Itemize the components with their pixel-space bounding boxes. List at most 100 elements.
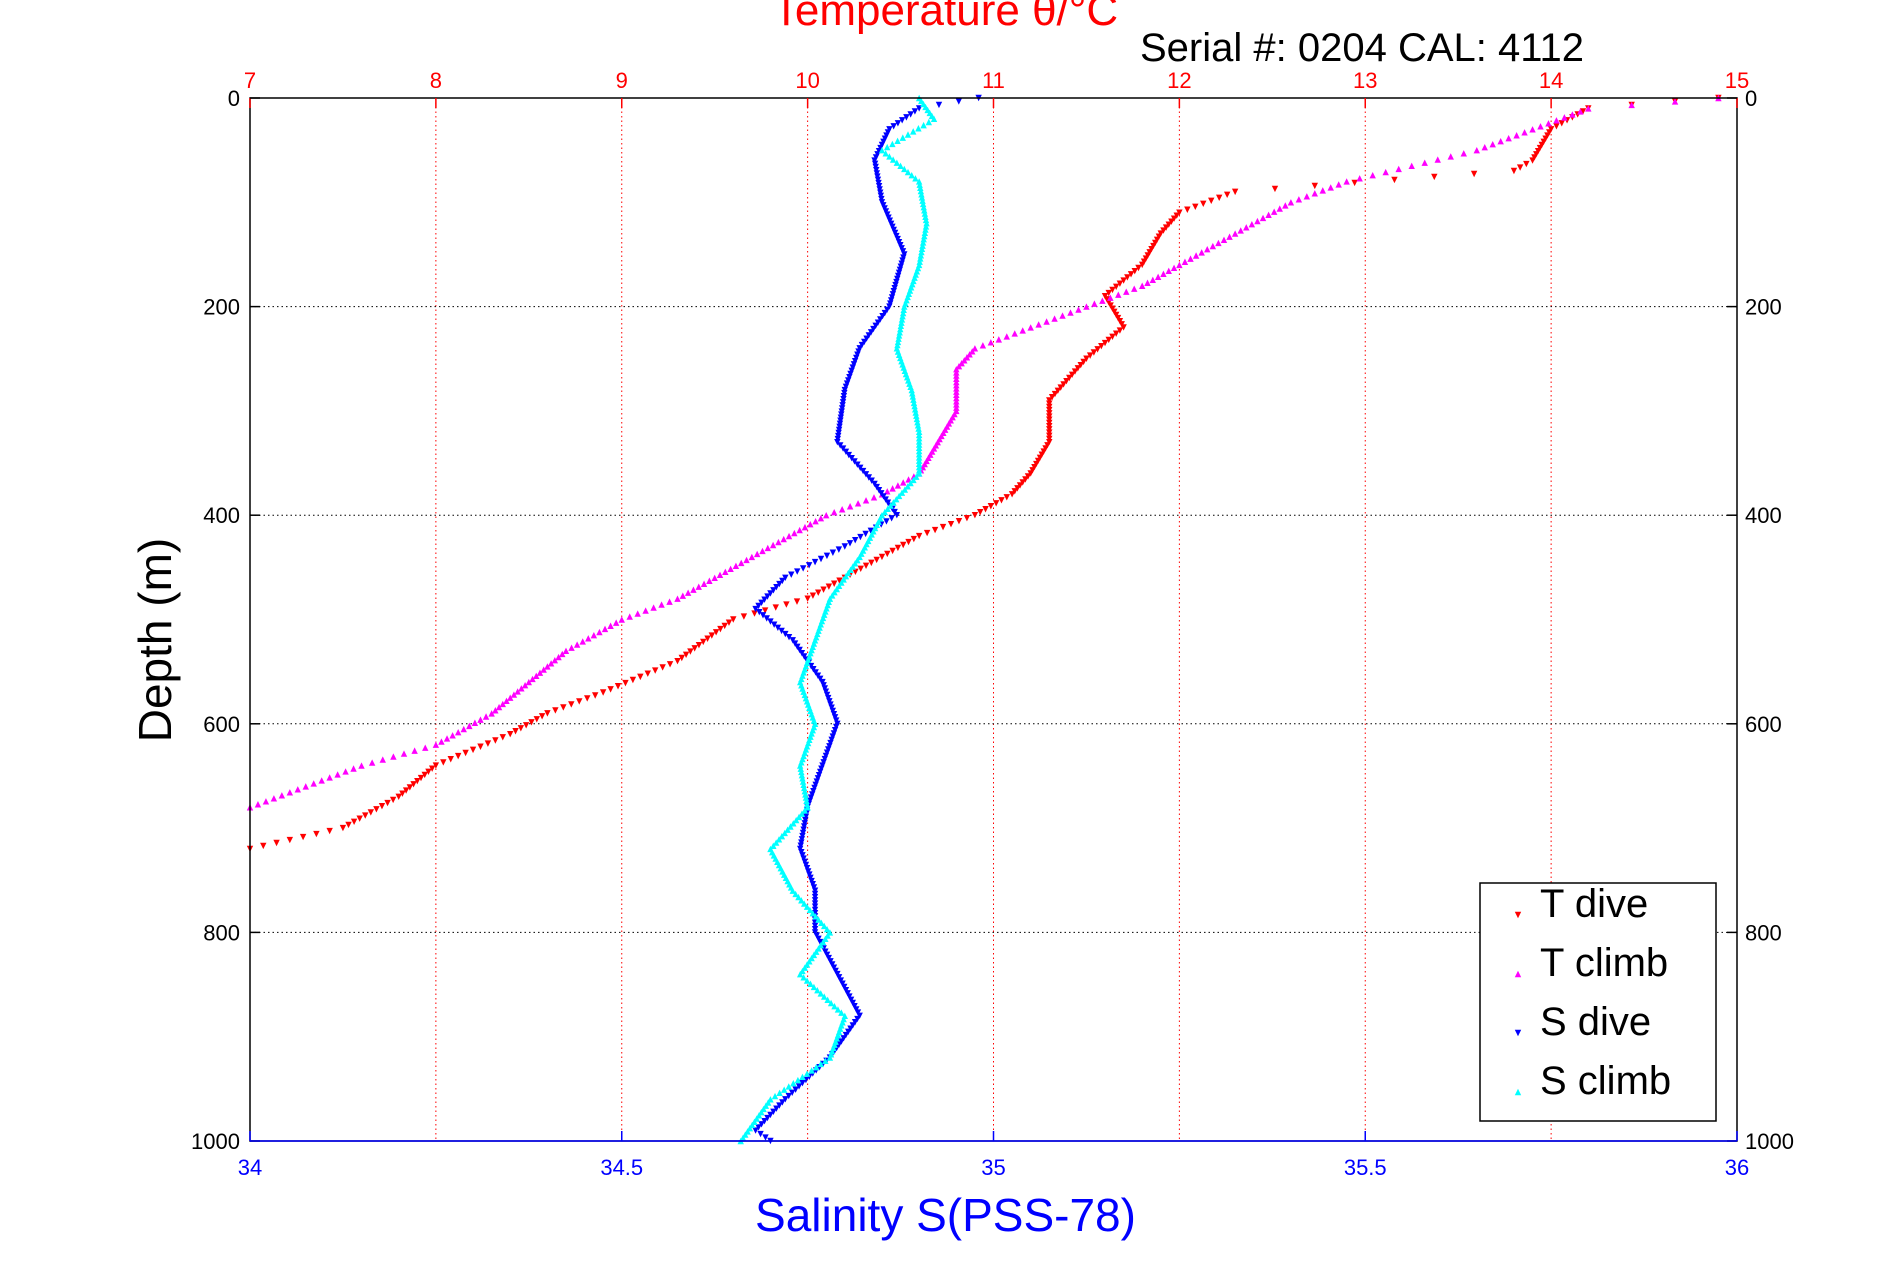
data-point-t-climb bbox=[529, 675, 536, 683]
data-point-s-dive bbox=[829, 549, 837, 556]
data-point-t-dive bbox=[1124, 274, 1131, 281]
data-point-s-dive bbox=[817, 938, 824, 946]
data-point-s-climb bbox=[915, 425, 922, 432]
data-point-s-dive bbox=[762, 1134, 769, 1141]
data-point-t-dive bbox=[350, 818, 358, 826]
data-point-s-dive bbox=[811, 893, 819, 901]
data-point-t-climb bbox=[969, 348, 976, 355]
data-point-t-dive bbox=[1216, 194, 1223, 202]
data-point-s-dive bbox=[827, 958, 834, 965]
data-point-s-dive bbox=[862, 530, 869, 538]
data-point-t-climb bbox=[1160, 270, 1167, 278]
data-point-t-climb bbox=[492, 707, 499, 714]
data-point-t-climb bbox=[544, 663, 551, 670]
data-point-t-climb bbox=[471, 719, 479, 726]
data-point-t-climb bbox=[971, 345, 979, 352]
data-point-s-dive bbox=[851, 458, 858, 465]
data-point-s-dive bbox=[907, 111, 914, 118]
data-point-t-climb bbox=[612, 619, 620, 626]
legend-label-s-climb: S climb bbox=[1540, 1059, 1672, 1103]
bottom-tick-label: 34 bbox=[238, 1155, 262, 1180]
data-point-s-dive bbox=[785, 1092, 792, 1100]
data-point-s-climb bbox=[799, 775, 806, 782]
data-point-t-climb bbox=[953, 404, 960, 411]
data-point-t-dive bbox=[878, 553, 886, 561]
data-point-s-dive bbox=[881, 309, 889, 317]
data-point-t-climb bbox=[521, 682, 529, 689]
data-point-t-dive bbox=[1046, 403, 1053, 411]
data-point-s-dive bbox=[823, 552, 831, 560]
data-point-t-dive bbox=[1054, 387, 1062, 395]
data-point-t-dive bbox=[1046, 413, 1053, 420]
data-point-t-climb bbox=[449, 732, 456, 739]
data-point-s-dive bbox=[802, 861, 810, 869]
data-point-s-dive bbox=[845, 377, 852, 384]
data-point-s-dive bbox=[799, 1080, 806, 1087]
data-point-s-climb bbox=[895, 332, 903, 339]
data-point-t-dive bbox=[955, 517, 963, 525]
data-point-s-climb bbox=[775, 836, 783, 843]
data-point-t-climb bbox=[1505, 135, 1512, 142]
data-point-s-climb bbox=[897, 162, 904, 169]
data-point-t-climb bbox=[684, 589, 692, 596]
data-point-s-dive bbox=[811, 890, 819, 898]
data-point-s-climb bbox=[915, 470, 923, 477]
data-point-s-dive bbox=[855, 348, 862, 355]
y-tick-label-right: 400 bbox=[1745, 503, 1782, 528]
data-point-t-dive bbox=[326, 827, 333, 835]
data-point-s-climb bbox=[893, 495, 900, 503]
data-point-s-climb bbox=[911, 406, 919, 413]
data-point-s-dive bbox=[788, 571, 795, 578]
data-point-s-climb bbox=[913, 412, 920, 419]
data-point-s-dive bbox=[874, 173, 881, 180]
top-tick-label: 9 bbox=[616, 68, 628, 93]
data-point-t-climb bbox=[1434, 156, 1441, 163]
data-point-t-dive bbox=[910, 535, 918, 543]
data-point-t-climb bbox=[1083, 303, 1090, 310]
data-point-t-climb bbox=[854, 500, 862, 507]
data-point-t-dive bbox=[1192, 203, 1199, 210]
data-point-s-dive bbox=[854, 1009, 862, 1016]
data-point-s-dive bbox=[819, 678, 826, 686]
data-point-s-dive bbox=[808, 877, 815, 885]
data-point-s-climb bbox=[918, 245, 926, 253]
data-point-s-climb bbox=[810, 983, 818, 991]
data-point-s-climb bbox=[784, 826, 791, 833]
data-point-t-dive bbox=[402, 787, 410, 794]
data-point-s-climb bbox=[790, 820, 797, 827]
top-tick-label: 13 bbox=[1353, 68, 1377, 93]
data-point-s-climb bbox=[894, 338, 902, 346]
data-point-t-dive bbox=[345, 821, 352, 829]
data-point-t-dive bbox=[1116, 280, 1124, 287]
data-point-s-climb bbox=[787, 823, 794, 830]
data-point-s-dive bbox=[857, 533, 864, 541]
data-point-s-dive bbox=[822, 948, 829, 955]
data-point-s-dive bbox=[841, 543, 848, 550]
legend-marker-t-climb bbox=[1514, 970, 1522, 978]
data-point-t-climb bbox=[540, 666, 547, 673]
data-point-s-climb bbox=[798, 771, 806, 779]
data-point-t-climb bbox=[1356, 175, 1363, 182]
data-point-s-climb bbox=[920, 236, 927, 243]
data-point-t-climb bbox=[488, 710, 495, 717]
data-point-t-dive bbox=[1184, 206, 1191, 213]
data-point-s-dive bbox=[857, 464, 864, 472]
data-point-s-climb bbox=[909, 393, 917, 400]
data-point-s-dive bbox=[898, 117, 906, 124]
data-point-s-climb bbox=[916, 181, 923, 188]
data-point-t-dive bbox=[1063, 378, 1070, 385]
data-point-t-climb bbox=[1123, 288, 1130, 295]
data-point-t-climb bbox=[1265, 211, 1272, 219]
data-point-s-dive bbox=[833, 723, 840, 731]
data-point-t-climb bbox=[1131, 285, 1138, 292]
data-point-s-dive bbox=[817, 675, 824, 683]
data-point-t-dive bbox=[1105, 336, 1112, 344]
data-point-t-dive bbox=[260, 842, 267, 850]
data-point-t-dive bbox=[687, 648, 694, 655]
data-point-t-dive bbox=[614, 683, 622, 690]
data-point-t-climb bbox=[1215, 239, 1222, 247]
data-point-t-climb bbox=[568, 644, 575, 651]
data-point-s-dive bbox=[799, 832, 806, 840]
data-point-s-climb bbox=[813, 1063, 820, 1071]
data-point-t-climb bbox=[551, 656, 559, 664]
